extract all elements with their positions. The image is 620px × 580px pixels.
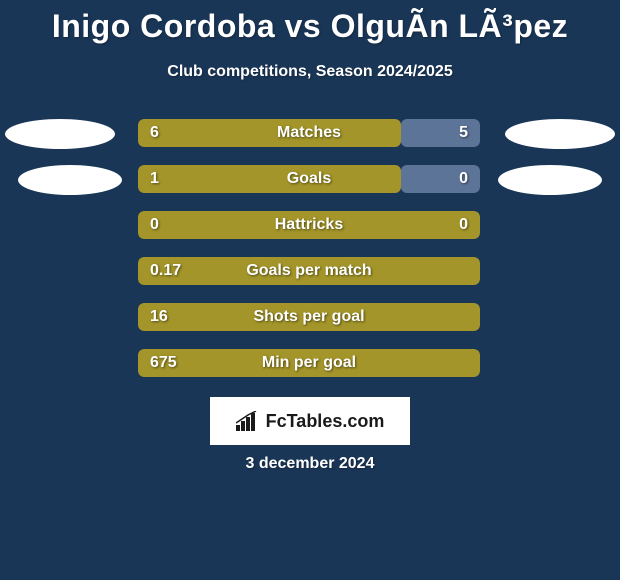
- stat-row: 16Shots per goal: [138, 303, 480, 331]
- player-right-badge-2: [498, 165, 602, 195]
- stat-label: Shots per goal: [138, 308, 480, 326]
- stat-row: 0.17Goals per match: [138, 257, 480, 285]
- stat-label: Min per goal: [138, 354, 480, 372]
- stat-row: 0Hattricks0: [138, 211, 480, 239]
- page-title: Inigo Cordoba vs OlguÃ­n LÃ³pez: [0, 0, 620, 45]
- player-left-badge-1: [5, 119, 115, 149]
- chart-icon: [236, 411, 260, 431]
- stat-label: Goals per match: [138, 262, 480, 280]
- logo-text: FcTables.com: [266, 411, 385, 432]
- stat-label: Hattricks: [138, 216, 480, 234]
- player-left-badge-2: [18, 165, 122, 195]
- stat-row: 675Min per goal: [138, 349, 480, 377]
- stat-value-right: 0: [459, 216, 468, 234]
- stat-row: 6Matches5: [138, 119, 480, 147]
- stat-value-right: 5: [459, 124, 468, 142]
- comparison-chart: 6Matches51Goals00Hattricks00.17Goals per…: [0, 119, 620, 389]
- footer-date: 3 december 2024: [0, 455, 620, 473]
- logo-box: FcTables.com: [210, 397, 410, 445]
- stat-rows: 6Matches51Goals00Hattricks00.17Goals per…: [138, 119, 480, 395]
- page-subtitle: Club competitions, Season 2024/2025: [0, 63, 620, 81]
- stat-value-right: 0: [459, 170, 468, 188]
- stat-label: Goals: [138, 170, 480, 188]
- player-right-badge-1: [505, 119, 615, 149]
- stat-label: Matches: [138, 124, 480, 142]
- stat-row: 1Goals0: [138, 165, 480, 193]
